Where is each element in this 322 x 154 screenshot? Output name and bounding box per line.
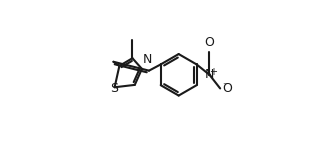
Text: +: + bbox=[209, 67, 217, 77]
Text: N: N bbox=[205, 68, 214, 81]
Text: ⁻: ⁻ bbox=[223, 81, 228, 91]
Text: O: O bbox=[204, 36, 214, 49]
Text: S: S bbox=[110, 82, 118, 95]
Text: O: O bbox=[222, 82, 232, 95]
Text: N: N bbox=[143, 53, 153, 66]
